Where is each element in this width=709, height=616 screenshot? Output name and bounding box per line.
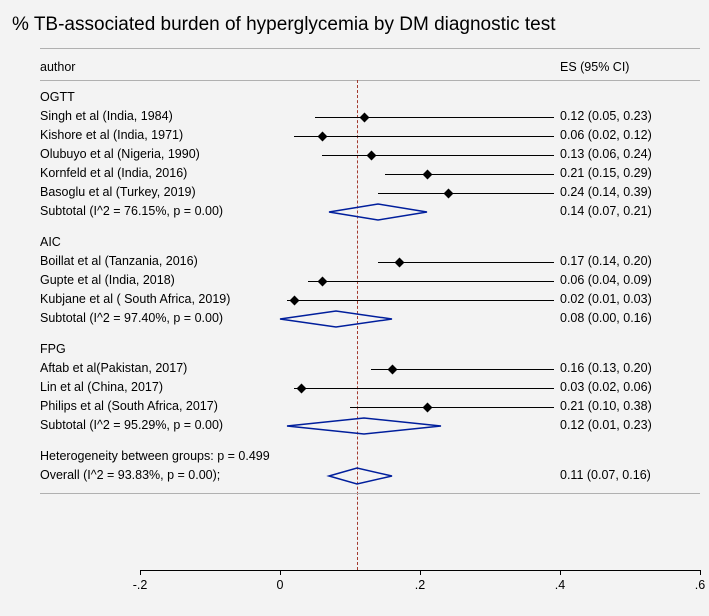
top-rule bbox=[40, 48, 700, 49]
point-estimate bbox=[359, 112, 369, 122]
ci-line bbox=[385, 174, 483, 175]
header-author: author bbox=[40, 60, 75, 74]
lead bbox=[364, 136, 554, 137]
lead bbox=[441, 117, 554, 118]
ci-line bbox=[322, 155, 448, 156]
study-es: 0.13 (0.06, 0.24) bbox=[560, 147, 652, 161]
study-es: 0.06 (0.04, 0.09) bbox=[560, 273, 652, 287]
point-estimate bbox=[366, 150, 376, 160]
subtotal-label: Subtotal (I^2 = 97.40%, p = 0.00) bbox=[40, 311, 223, 325]
subtotal-label: Subtotal (I^2 = 76.15%, p = 0.00) bbox=[40, 204, 223, 218]
study-label: Kishore et al (India, 1971) bbox=[40, 128, 183, 142]
axis-tick bbox=[560, 570, 561, 575]
study-label: Basoglu et al (Turkey, 2019) bbox=[40, 185, 196, 199]
axis-tick bbox=[420, 570, 421, 575]
study-label: Kornfeld et al (India, 2016) bbox=[40, 166, 187, 180]
point-estimate bbox=[317, 131, 327, 141]
ci-line bbox=[378, 193, 553, 194]
point-estimate bbox=[443, 188, 453, 198]
axis-label: .2 bbox=[415, 578, 425, 592]
point-estimate bbox=[422, 402, 432, 412]
study-es: 0.16 (0.13, 0.20) bbox=[560, 361, 652, 375]
heterogeneity-label: Heterogeneity between groups: p = 0.499 bbox=[40, 449, 270, 463]
header-rule bbox=[40, 80, 700, 81]
ci-line bbox=[315, 117, 441, 118]
subtotal-es: 0.14 (0.07, 0.21) bbox=[560, 204, 652, 218]
forest-plot: % TB-associated burden of hyperglycemia … bbox=[0, 0, 709, 616]
study-es: 0.12 (0.05, 0.23) bbox=[560, 109, 652, 123]
study-label: Olubuyo et al (Nigeria, 1990) bbox=[40, 147, 200, 161]
study-label: Boillat et al (Tanzania, 2016) bbox=[40, 254, 198, 268]
study-es: 0.06 (0.02, 0.12) bbox=[560, 128, 652, 142]
lead bbox=[343, 281, 554, 282]
point-estimate bbox=[387, 364, 397, 374]
point-estimate bbox=[289, 295, 299, 305]
axis-label: 0 bbox=[277, 578, 284, 592]
study-label: Singh et al (India, 1984) bbox=[40, 109, 173, 123]
subtotal-es: 0.08 (0.00, 0.16) bbox=[560, 311, 652, 325]
axis-tick bbox=[140, 570, 141, 575]
overall-label: Overall (I^2 = 93.83%, p = 0.00); bbox=[40, 468, 220, 482]
axis-tick bbox=[700, 570, 701, 575]
point-estimate bbox=[422, 169, 432, 179]
study-es: 0.17 (0.14, 0.20) bbox=[560, 254, 652, 268]
group-name: FPG bbox=[40, 342, 66, 356]
study-label: Lin et al (China, 2017) bbox=[40, 380, 163, 394]
lead bbox=[448, 155, 554, 156]
study-label: Philips et al (South Africa, 2017) bbox=[40, 399, 218, 413]
ci-line bbox=[294, 136, 364, 137]
subtotal-es: 0.12 (0.01, 0.23) bbox=[560, 418, 652, 432]
lead bbox=[322, 388, 554, 389]
axis-label: .6 bbox=[695, 578, 705, 592]
point-estimate bbox=[394, 257, 404, 267]
study-label: Kubjane et al ( South Africa, 2019) bbox=[40, 292, 230, 306]
bottom-rule bbox=[40, 493, 700, 494]
lead bbox=[546, 407, 554, 408]
lead bbox=[420, 262, 554, 263]
study-es: 0.21 (0.10, 0.38) bbox=[560, 399, 652, 413]
study-es: 0.02 (0.01, 0.03) bbox=[560, 292, 652, 306]
group-name: AIC bbox=[40, 235, 61, 249]
ci-line bbox=[350, 407, 546, 408]
subtotal-label: Subtotal (I^2 = 95.29%, p = 0.00) bbox=[40, 418, 223, 432]
study-label: Gupte et al (India, 2018) bbox=[40, 273, 175, 287]
study-es: 0.21 (0.15, 0.29) bbox=[560, 166, 652, 180]
lead bbox=[553, 193, 554, 194]
axis-label: -.2 bbox=[133, 578, 148, 592]
study-es: 0.24 (0.14, 0.39) bbox=[560, 185, 652, 199]
study-label: Aftab et al(Pakistan, 2017) bbox=[40, 361, 187, 375]
lead bbox=[420, 369, 554, 370]
overall-es: 0.11 (0.07, 0.16) bbox=[560, 468, 651, 482]
axis-tick bbox=[280, 570, 281, 575]
point-estimate bbox=[296, 383, 306, 393]
axis-label: .4 bbox=[555, 578, 565, 592]
header-es: ES (95% CI) bbox=[560, 60, 629, 74]
point-estimate bbox=[317, 276, 327, 286]
group-name: OGTT bbox=[40, 90, 75, 104]
plot-title: % TB-associated burden of hyperglycemia … bbox=[12, 14, 556, 36]
lead bbox=[301, 300, 554, 301]
lead bbox=[483, 174, 554, 175]
study-es: 0.03 (0.02, 0.06) bbox=[560, 380, 652, 394]
ref-line bbox=[357, 80, 358, 570]
